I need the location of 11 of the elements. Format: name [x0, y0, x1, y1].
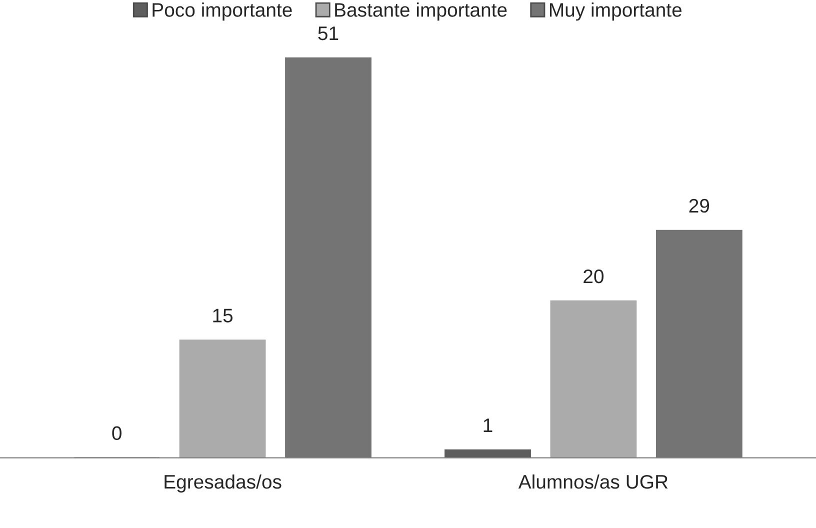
x-tick-label: Egresadas/os — [164, 474, 282, 493]
x-tick-label: Alumnos/as UGR — [518, 474, 668, 489]
data-label: 20 — [584, 269, 604, 284]
data-label: 1 — [484, 418, 492, 432]
legend-label: Poco importante — [152, 2, 292, 21]
data-label: 29 — [689, 198, 710, 213]
data-label: 0 — [112, 426, 122, 440]
data-label: 15 — [213, 308, 233, 322]
data-label: 51 — [318, 26, 338, 40]
legend-label: Muy importante — [550, 2, 682, 21]
legend-label: Bastante importante — [335, 2, 507, 21]
